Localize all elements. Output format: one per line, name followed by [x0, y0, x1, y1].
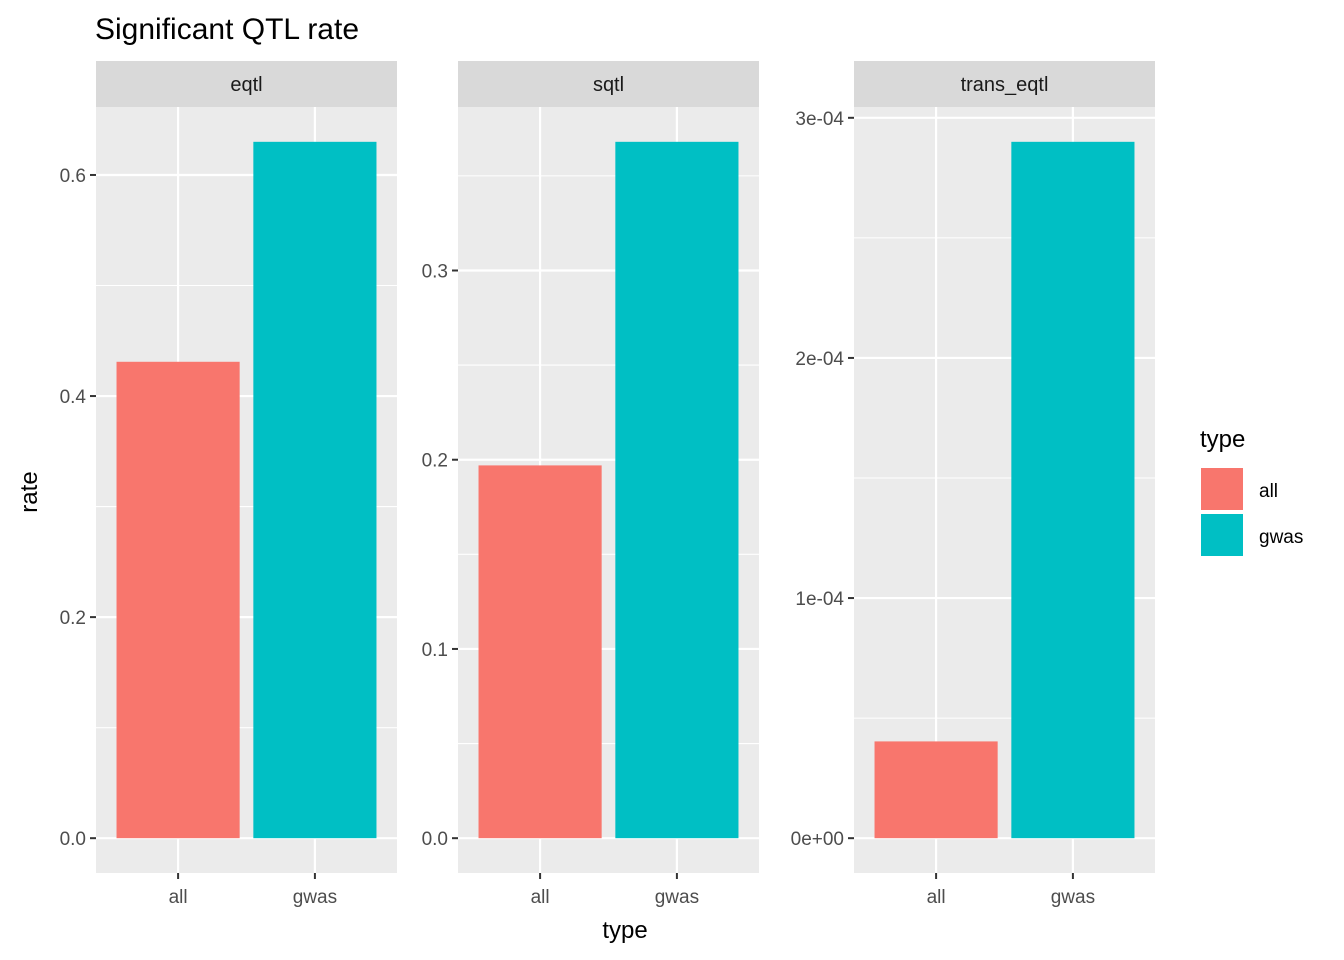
x-tick-label: gwas — [655, 887, 699, 908]
bar-eqtl-all — [116, 361, 240, 839]
y-tick-label: 0.2 — [422, 451, 448, 472]
legend-label-gwas: gwas — [1259, 527, 1303, 548]
legend-key-gwas — [1201, 514, 1243, 556]
y-tick-label: 2e-04 — [795, 349, 844, 370]
bar-trans_eqtl-gwas — [1011, 141, 1135, 839]
facet-eqtl: eqtl 0.0 0.2 0.4 0.6 all gwas — [60, 61, 397, 908]
x-tick-label: all — [927, 887, 946, 908]
y-tick-label: 0.0 — [422, 829, 448, 850]
bar-sqtl-all — [478, 465, 602, 839]
y-tick-label: 1e-04 — [795, 589, 844, 610]
strip-label-trans_eqtl: trans_eqtl — [961, 74, 1049, 96]
legend: type all gwas — [1200, 426, 1303, 556]
bar-sqtl-gwas — [615, 141, 739, 839]
strip-eqtl — [96, 61, 397, 107]
bar-eqtl-gwas — [253, 141, 377, 839]
facet-panels: eqtl 0.0 0.2 0.4 0.6 all gwas sqtl 0.0 0.1 0.2 0.3 a… — [60, 61, 1155, 908]
y-axis-title: rate — [16, 471, 43, 512]
chart-title: Significant QTL rate — [95, 13, 359, 46]
x-axis-title: type — [602, 917, 647, 944]
strip-label-eqtl: eqtl — [230, 74, 262, 96]
legend-key-all — [1201, 468, 1243, 510]
x-tick-label: gwas — [1051, 887, 1095, 908]
x-tick-label: all — [169, 887, 188, 908]
y-tick-label: 0.6 — [60, 166, 86, 187]
y-tick-label: 3e-04 — [795, 109, 844, 130]
legend-label-all: all — [1259, 481, 1278, 502]
y-tick-label: 0.0 — [60, 829, 86, 850]
strip-trans_eqtl — [854, 61, 1155, 107]
y-tick-label: 0.4 — [60, 387, 87, 408]
x-tick-label: all — [531, 887, 550, 908]
facet-trans_eqtl: trans_eqtl 0e+00 1e-04 2e-04 3e-04 all gwas — [791, 61, 1155, 908]
bar-trans_eqtl-all — [874, 741, 998, 839]
strip-label-sqtl: sqtl — [593, 74, 624, 96]
y-tick-label: 0e+00 — [791, 829, 844, 850]
x-tick-label: gwas — [293, 887, 337, 908]
y-tick-label: 0.3 — [422, 261, 448, 282]
strip-sqtl — [458, 61, 759, 107]
legend-title: type — [1200, 426, 1245, 453]
facet-sqtl: sqtl 0.0 0.1 0.2 0.3 all gwas — [422, 61, 759, 908]
y-tick-label: 0.2 — [60, 608, 86, 629]
y-tick-label: 0.1 — [422, 640, 448, 661]
